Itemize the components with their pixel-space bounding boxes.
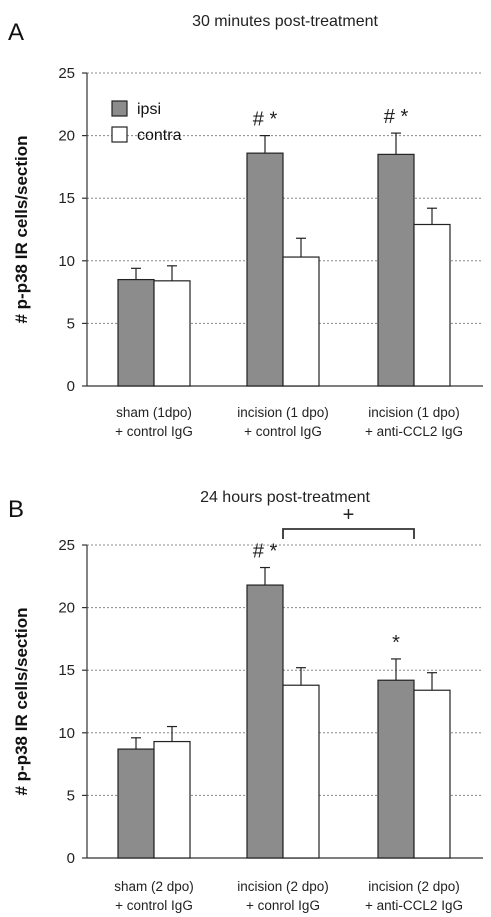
category-label: + conrol IgG: [246, 898, 320, 913]
bar-contra: [153, 280, 191, 387]
panel-label: B: [8, 496, 24, 523]
y-axis-label: # p-p38 IR cells/section: [12, 607, 31, 795]
chart-title: 30 minutes post-treatment: [192, 13, 378, 30]
bar-contra: [413, 223, 451, 387]
category-label: incision (1 dpo): [237, 405, 329, 420]
legend-label-contra: contra: [137, 127, 182, 144]
y-tick-label: 0: [67, 378, 75, 395]
significance-marker: *: [392, 632, 400, 654]
category-label: sham (1dpo): [116, 405, 192, 420]
category-label: + control IgG: [115, 898, 193, 913]
y-tick-label: 10: [58, 253, 75, 270]
category-label: + control IgG: [115, 424, 193, 439]
category-label: incision (2 dpo): [237, 879, 329, 894]
y-tick-label: 20: [58, 128, 75, 145]
y-tick-label: 20: [58, 600, 75, 617]
category-label: incision (2 dpo): [368, 879, 460, 894]
bar-ipsi: [117, 278, 155, 387]
y-tick-label: 5: [67, 315, 75, 332]
significance-marker: # *: [253, 541, 278, 563]
bar-ipsi: [117, 748, 155, 859]
y-tick-label: 0: [67, 850, 75, 867]
y-axis-label: # p-p38 IR cells/section: [12, 135, 31, 323]
significance-marker: # *: [384, 106, 409, 128]
y-tick-label: 25: [58, 537, 75, 554]
significance-marker: # *: [253, 109, 278, 131]
bar-ipsi: [246, 584, 284, 859]
category-label: sham (2 dpo): [114, 879, 194, 894]
comparison-bracket: [282, 528, 415, 539]
legend-label-ipsi: ipsi: [137, 101, 161, 118]
bar-ipsi: [377, 153, 415, 387]
bar-contra: [282, 684, 320, 859]
bar-contra: [413, 689, 451, 859]
bar-ipsi: [377, 679, 415, 859]
bar-contra: [153, 740, 191, 859]
legend-swatch-contra: [111, 126, 128, 143]
y-tick-label: 10: [58, 725, 75, 742]
chart-title: 24 hours post-treatment: [200, 489, 370, 506]
category-label: + anti-CCL2 IgG: [365, 898, 463, 913]
category-label: + control IgG: [244, 424, 322, 439]
bar-ipsi: [246, 152, 284, 387]
y-tick-label: 5: [67, 787, 75, 804]
y-tick-label: 25: [58, 65, 75, 82]
y-tick-label: 15: [58, 662, 75, 679]
category-label: + anti-CCL2 IgG: [365, 424, 463, 439]
bar-contra: [282, 256, 320, 387]
legend-swatch-ipsi: [111, 100, 128, 117]
panel-label: A: [8, 19, 24, 46]
bracket-marker: +: [343, 504, 355, 526]
y-tick-label: 15: [58, 190, 75, 207]
category-label: incision (1 dpo): [368, 405, 460, 420]
